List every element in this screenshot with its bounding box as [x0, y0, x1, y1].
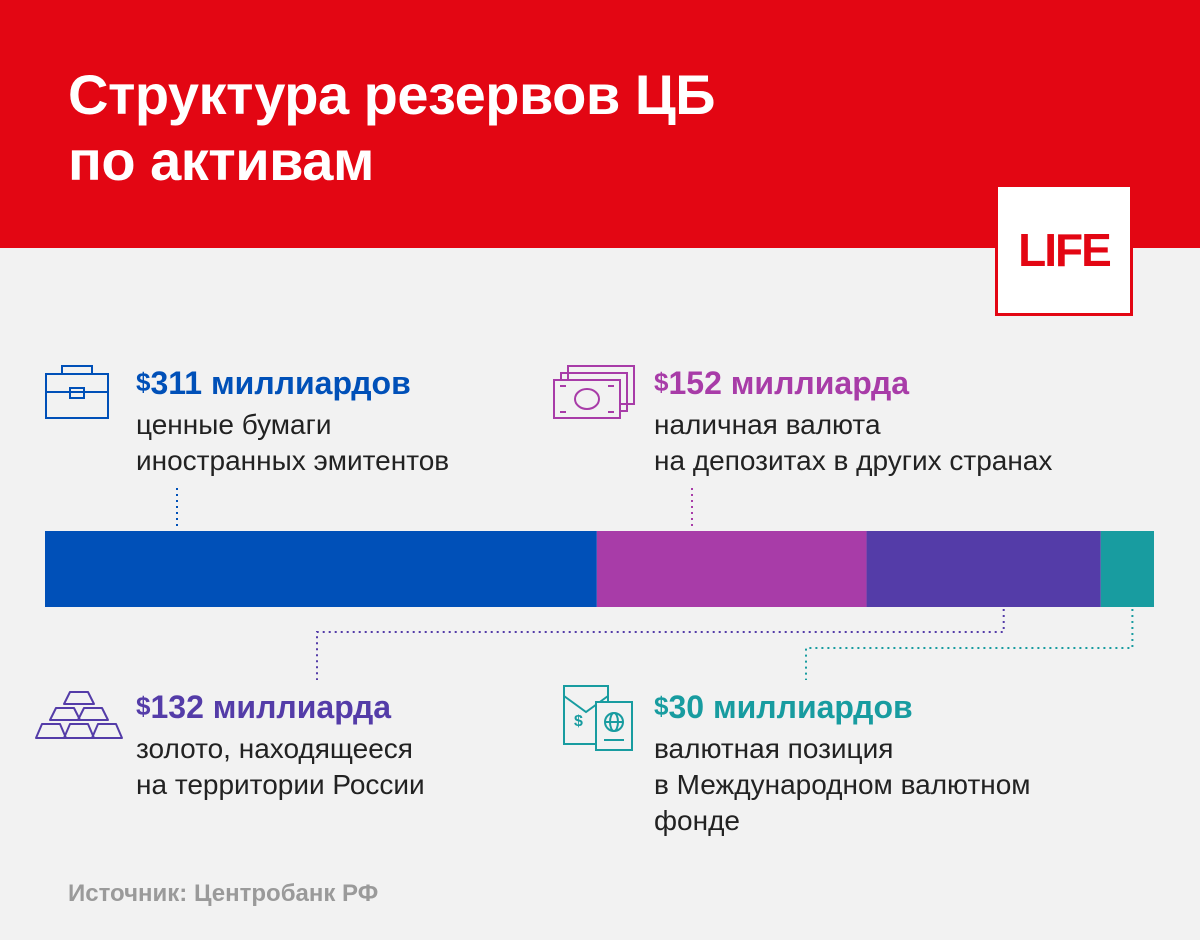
securities-amount: 311 миллиардов [150, 365, 411, 401]
imf-desc-line-1: валютная позиция [654, 733, 894, 764]
banknotes-icon [553, 365, 635, 419]
leader-line-gold [316, 609, 1005, 680]
documents-icon: $ [563, 685, 633, 751]
leader-line-imf [805, 609, 1134, 680]
bar-segment-securities [45, 531, 597, 607]
imf-value: $30 миллиардов [654, 686, 1031, 727]
currency-sign: $ [654, 367, 669, 397]
currency-desc-line-2: на депозитах в других странах [654, 445, 1053, 476]
page-title: Структура резервов ЦБ по активам [68, 62, 968, 194]
currency-desc-line-1: наличная валюта [654, 409, 881, 440]
securities-desc-line-2: иностранных эмитентов [136, 445, 450, 476]
securities-value: $311 миллиардов [136, 362, 449, 403]
gold-description: золото, находящееся на территории России [136, 731, 425, 803]
currency-value: $152 миллиарда [654, 362, 1052, 403]
title-line-2: по активам [68, 129, 374, 192]
bar-segment-imf [1100, 531, 1154, 607]
briefcase-icon [45, 365, 109, 419]
currency-sign: $ [136, 691, 151, 721]
bar-segment-currency [596, 531, 867, 607]
securities-description: ценные бумаги иностранных эмитентов [136, 407, 449, 479]
currency-sign: $ [136, 367, 151, 397]
imf-amount: 30 миллиардов [668, 689, 913, 725]
svg-text:$: $ [574, 713, 583, 730]
gold-amount: 132 миллиарда [150, 689, 392, 725]
source-note: Источник: Центробанк РФ [68, 880, 379, 907]
logo-text: LIFE [1018, 224, 1112, 276]
securities-desc-line-1: ценные бумаги [136, 409, 332, 440]
callout-securities: $311 миллиардов ценные бумаги иностранны… [136, 362, 449, 479]
callout-currency: $152 миллиарда наличная валюта на депози… [654, 362, 1052, 479]
callout-gold: $132 миллиарда золото, находящееся на те… [136, 686, 425, 803]
currency-sign: $ [654, 691, 669, 721]
bar-segment-gold [866, 531, 1101, 607]
imf-desc-line-3: фонде [654, 805, 740, 836]
imf-description: валютная позиция в Международном валютно… [654, 731, 1031, 839]
title-line-1: Структура резервов ЦБ [68, 63, 715, 126]
gold-bars-icon [35, 691, 123, 739]
gold-desc-line-1: золото, находящееся [136, 733, 413, 764]
currency-amount: 152 миллиарда [668, 365, 910, 401]
imf-desc-line-2: в Международном валютном [654, 769, 1031, 800]
life-logo: LIFE [995, 184, 1133, 316]
callout-imf: $30 миллиардов валютная позиция в Междун… [654, 686, 1031, 839]
currency-description: наличная валюта на депозитах в других ст… [654, 407, 1052, 479]
gold-desc-line-2: на территории России [136, 769, 425, 800]
gold-value: $132 миллиарда [136, 686, 425, 727]
